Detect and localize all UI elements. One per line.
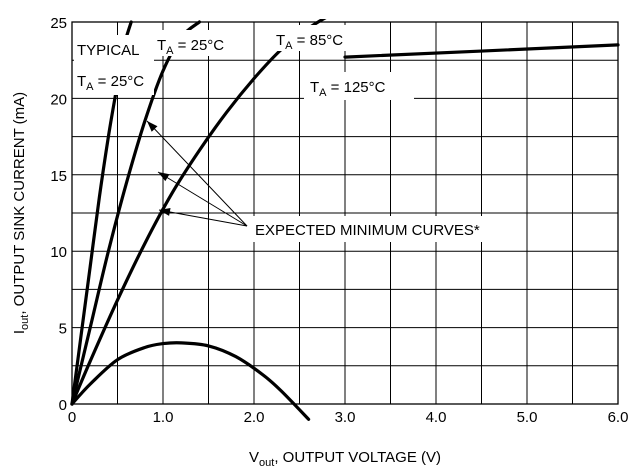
arrow-head-0 xyxy=(147,121,158,132)
label-mask-expected xyxy=(250,216,518,242)
x-tick-label: 6.0 xyxy=(608,409,629,426)
y-tick-label: 10 xyxy=(50,244,67,261)
series-line-4 xyxy=(343,43,620,59)
annotation-arrows xyxy=(146,120,248,227)
y-axis-label: Iout, OUTPUT SINK CURRENT (mA) xyxy=(11,92,31,334)
label-mask-25 xyxy=(153,30,245,56)
label-typical: TYPICAL xyxy=(77,42,140,59)
x-tick-label: 0 xyxy=(68,409,76,426)
label-mask-typical xyxy=(74,35,154,95)
x-tick-label: 3.0 xyxy=(335,409,356,426)
y-tick-label: 25 xyxy=(50,15,67,32)
arrow-line-1 xyxy=(157,171,248,227)
x-axis-label: Vout, OUTPUT VOLTAGE (V) xyxy=(249,449,441,469)
label-ta85: TA = 85°C xyxy=(276,32,343,52)
y-tick-label: 20 xyxy=(50,91,67,108)
label-mask-85 xyxy=(270,25,362,51)
arrow-line-2 xyxy=(158,209,248,227)
y-tick-label: 5 xyxy=(59,321,67,338)
plot-frame xyxy=(71,21,619,405)
y-tick-label: 0 xyxy=(59,397,67,414)
series-line-3 xyxy=(70,341,311,421)
label-expected: EXPECTED MINIMUM CURVES* xyxy=(255,222,480,239)
arrow-head-1 xyxy=(158,172,170,182)
label-ta125: TA = 125°C xyxy=(310,79,386,99)
y-tick-labels: 0 5 10 15 20 25 xyxy=(50,15,67,414)
label-mask-125 xyxy=(304,72,414,100)
x-tick-label: 1.0 xyxy=(153,409,174,426)
x-tick-label: 2.0 xyxy=(244,409,265,426)
label-typical-ta: TA = 25°C xyxy=(77,73,144,93)
label-ta25: TA = 25°C xyxy=(157,37,224,57)
y-tick-label: 15 xyxy=(50,168,67,185)
arrow-line-0 xyxy=(146,120,248,227)
arrow-head-2 xyxy=(159,208,171,216)
x-tick-label: 5.0 xyxy=(517,409,538,426)
x-tick-label: 4.0 xyxy=(426,409,447,426)
x-tick-labels: 0 1.0 2.0 3.0 4.0 5.0 6.0 xyxy=(68,409,629,426)
